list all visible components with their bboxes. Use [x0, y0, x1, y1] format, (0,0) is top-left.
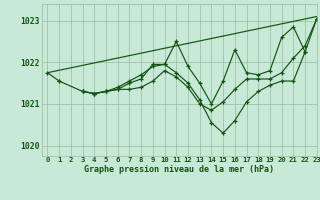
X-axis label: Graphe pression niveau de la mer (hPa): Graphe pression niveau de la mer (hPa): [84, 165, 274, 174]
